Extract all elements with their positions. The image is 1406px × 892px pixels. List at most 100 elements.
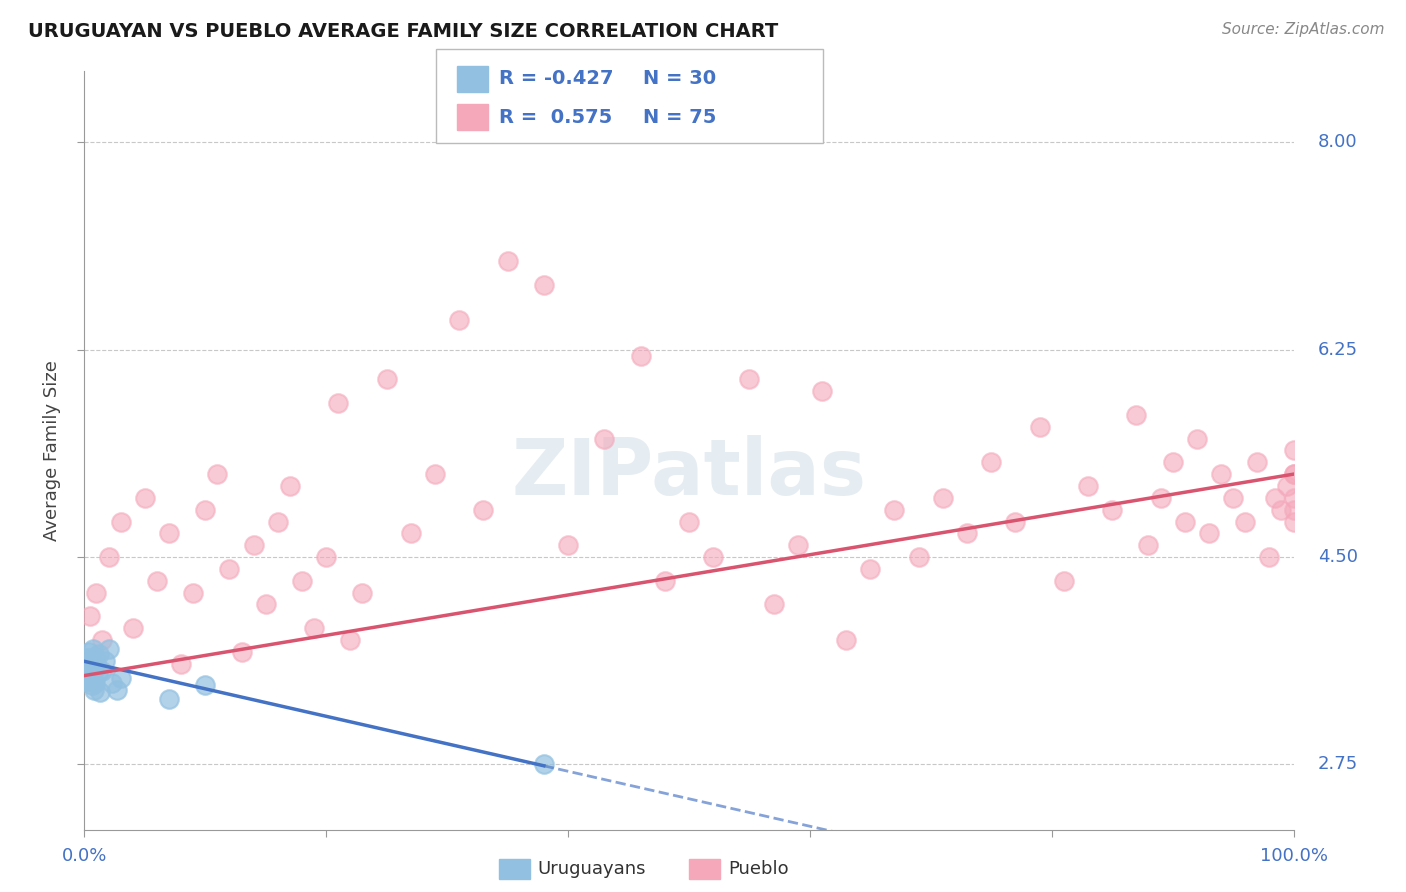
Point [1174,515,1197,529]
Point [302,621,325,635]
Point [77,650,100,665]
Point [94,654,117,668]
Point [762,598,785,612]
Point [82,678,104,692]
Text: Source: ZipAtlas.com: Source: ZipAtlas.com [1222,22,1385,37]
Point [472,502,495,516]
Point [1101,502,1123,516]
Point [678,515,700,529]
Point [1149,491,1171,505]
Point [157,526,180,541]
Point [630,349,652,363]
Point [218,562,240,576]
Point [80,654,103,668]
Text: R =  0.575: R = 0.575 [499,108,613,127]
Point [593,432,616,446]
Point [77,668,100,682]
Point [1077,479,1099,493]
Point [375,372,398,386]
Text: URUGUAYAN VS PUEBLO AVERAGE FAMILY SIZE CORRELATION CHART: URUGUAYAN VS PUEBLO AVERAGE FAMILY SIZE … [28,22,779,41]
Point [1277,479,1299,493]
Point [110,671,132,685]
Point [194,502,217,516]
Point [1161,455,1184,469]
Point [738,372,761,386]
Point [859,562,882,576]
Point [84,661,107,675]
Point [79,666,101,681]
Point [1125,408,1147,422]
Point [83,649,105,664]
Point [267,515,290,529]
Point [91,664,114,678]
Text: N = 30: N = 30 [643,70,716,88]
Point [1185,432,1208,446]
Point [1234,515,1257,529]
Point [79,671,101,685]
Point [1282,443,1305,458]
Point [1258,550,1281,565]
Point [79,609,101,624]
Point [1282,502,1305,516]
Y-axis label: Average Family Size: Average Family Size [44,360,62,541]
Point [1028,419,1050,434]
Text: 6.25: 6.25 [1317,341,1358,359]
Point [110,515,132,529]
Text: 2.75: 2.75 [1317,756,1358,773]
Point [883,502,905,516]
Point [1137,538,1160,552]
Point [423,467,446,482]
Point [496,254,519,268]
Point [91,633,114,648]
Point [1282,467,1305,482]
Point [157,692,180,706]
Point [1198,526,1220,541]
Point [181,585,204,599]
Point [231,645,253,659]
Point [1282,491,1305,505]
Point [1246,455,1268,469]
Point [1282,515,1305,529]
Point [352,585,374,599]
Text: ZIPatlas: ZIPatlas [512,435,866,511]
Point [1282,467,1305,482]
Point [82,673,104,688]
Point [1222,491,1244,505]
Point [207,467,229,482]
Text: 0.0%: 0.0% [62,847,107,865]
Point [101,675,124,690]
Point [291,574,314,588]
Point [80,659,103,673]
Point [86,657,108,671]
Point [134,491,156,505]
Text: 4.50: 4.50 [1317,548,1358,566]
Point [87,647,110,661]
Point [86,585,108,599]
Point [84,675,107,690]
Point [786,538,808,552]
Point [932,491,955,505]
Point [97,550,120,565]
Point [907,550,929,565]
Text: R = -0.427: R = -0.427 [499,70,613,88]
Point [170,657,193,671]
Text: 100.0%: 100.0% [1260,847,1327,865]
Point [146,574,169,588]
Text: 8.00: 8.00 [1317,134,1357,152]
Point [86,666,108,681]
Point [654,574,676,588]
Point [278,479,301,493]
Point [702,550,724,565]
Point [533,757,555,772]
Point [76,657,98,671]
Point [533,277,555,292]
Point [83,682,105,697]
Point [1264,491,1286,505]
Point [1270,502,1292,516]
Point [557,538,579,552]
Text: Uruguayans: Uruguayans [537,860,645,878]
Point [75,663,97,677]
Point [399,526,422,541]
Point [77,645,100,659]
Point [254,598,277,612]
